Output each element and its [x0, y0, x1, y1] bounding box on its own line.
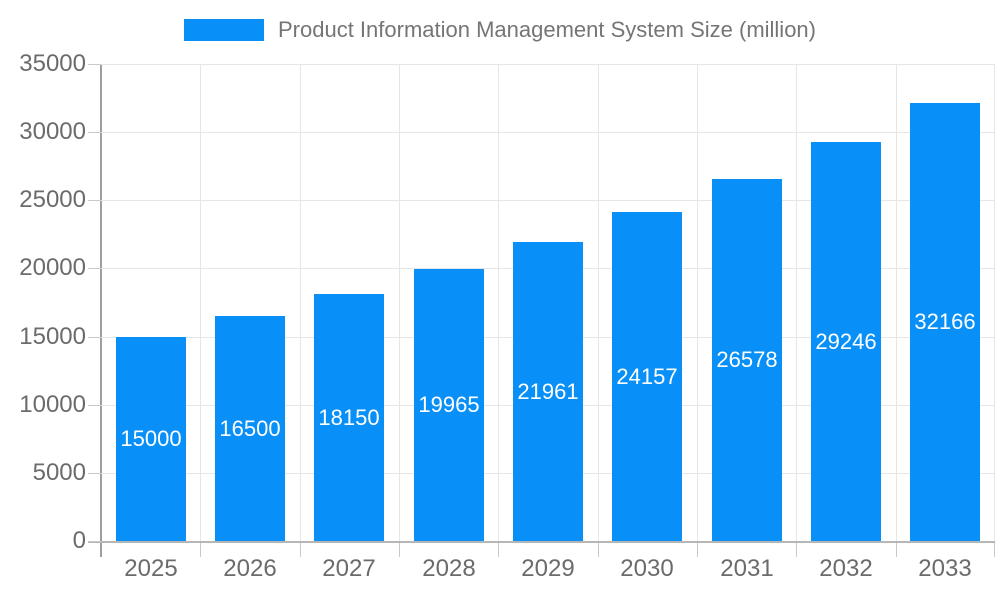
gridline-vertical [399, 64, 400, 541]
bar: 19965 [414, 269, 484, 541]
bar: 32166 [910, 103, 980, 541]
bar-value-label: 15000 [120, 426, 182, 451]
x-axis-tick [200, 543, 201, 557]
y-axis-tick [88, 64, 101, 65]
gridline-vertical [598, 64, 599, 541]
gridline-horizontal [101, 132, 995, 133]
x-tick-label: 2028 [422, 555, 476, 582]
x-axis-tick [399, 543, 400, 557]
y-axis-tick [88, 473, 101, 474]
gridline-vertical [498, 64, 499, 541]
x-tick-label: 2033 [918, 555, 972, 582]
y-tick-label: 25000 [19, 186, 86, 213]
x-tick-label: 2027 [322, 555, 376, 582]
gridline-vertical [200, 64, 201, 541]
x-axis-line [88, 541, 995, 543]
gridline-vertical [994, 64, 995, 541]
x-tick-label: 2030 [620, 555, 674, 582]
x-tick-label: 2032 [819, 555, 873, 582]
chart-title: Product Information Management System Si… [278, 17, 816, 42]
gridline-horizontal [101, 64, 995, 65]
y-axis-tick [88, 405, 101, 406]
legend-swatch [184, 19, 264, 41]
y-axis-tick [88, 132, 101, 133]
bar-value-label: 24157 [616, 363, 678, 389]
bar-value-label: 21961 [517, 378, 579, 404]
bar-value-label: 19965 [418, 392, 480, 417]
x-axis-tick [300, 543, 301, 557]
y-tick-label: 35000 [19, 50, 86, 77]
gridline-vertical [697, 64, 698, 541]
gridline-vertical [896, 64, 897, 541]
bar: 18150 [314, 294, 384, 541]
bar: 15000 [116, 337, 186, 541]
x-axis-tick [896, 543, 897, 557]
x-tick-label: 2025 [124, 555, 178, 582]
x-axis-tick [498, 543, 499, 557]
y-tick-label: 20000 [19, 254, 86, 281]
bar-value-label: 18150 [318, 404, 380, 430]
y-axis-tick [88, 337, 101, 338]
legend: Product Information Management System Si… [0, 17, 1000, 43]
y-tick-label: 15000 [19, 323, 86, 350]
bar: 16500 [215, 316, 285, 541]
gridline-vertical [796, 64, 797, 541]
gridline-vertical [300, 64, 301, 541]
x-tick-label: 2029 [521, 555, 575, 582]
y-axis-tick [88, 200, 101, 201]
x-axis-tick [598, 543, 599, 557]
y-tick-label: 5000 [32, 459, 86, 486]
bar: 21961 [513, 242, 583, 541]
x-axis-tick [994, 543, 995, 557]
bar-value-label: 16500 [219, 415, 281, 441]
y-axis-tick [88, 268, 101, 269]
bar-value-label: 29246 [815, 328, 877, 354]
x-axis-tick [697, 543, 698, 557]
y-axis-line [100, 64, 102, 557]
bar: 24157 [612, 212, 682, 541]
y-axis-tick [88, 541, 101, 542]
y-tick-label: 30000 [19, 118, 86, 145]
bar-value-label: 26578 [716, 347, 778, 372]
gridline-horizontal [101, 200, 995, 201]
y-tick-label: 0 [72, 527, 86, 554]
bar-value-label: 32166 [914, 309, 976, 334]
x-tick-label: 2031 [720, 555, 774, 582]
y-tick-label: 10000 [19, 391, 86, 418]
bar: 29246 [811, 142, 881, 541]
x-tick-label: 2026 [223, 555, 277, 582]
bar: 26578 [712, 179, 782, 541]
x-axis-tick [796, 543, 797, 557]
plot-area: 15000 16500 18150 19965 21961 24157 26578 29246… [101, 64, 995, 541]
